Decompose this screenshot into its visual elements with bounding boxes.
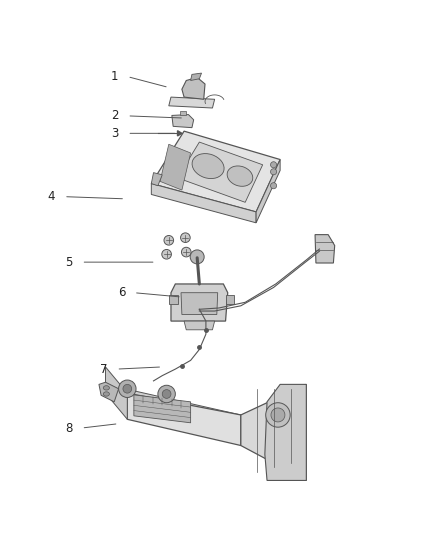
Polygon shape <box>315 235 335 263</box>
Circle shape <box>266 403 290 427</box>
Polygon shape <box>177 131 182 136</box>
Polygon shape <box>180 111 186 116</box>
Text: 4: 4 <box>48 190 55 203</box>
Text: 6: 6 <box>118 286 125 299</box>
Polygon shape <box>226 295 234 304</box>
Polygon shape <box>134 395 191 423</box>
Polygon shape <box>106 367 127 419</box>
Polygon shape <box>127 393 241 446</box>
Polygon shape <box>256 159 280 223</box>
Ellipse shape <box>227 166 253 187</box>
Ellipse shape <box>103 386 110 390</box>
Polygon shape <box>191 73 201 80</box>
Text: 8: 8 <box>65 422 73 434</box>
Circle shape <box>123 384 132 393</box>
Polygon shape <box>169 97 215 108</box>
Circle shape <box>162 249 171 259</box>
Polygon shape <box>177 142 263 203</box>
Circle shape <box>158 385 175 403</box>
Circle shape <box>180 233 190 243</box>
Circle shape <box>271 169 277 175</box>
Ellipse shape <box>103 392 110 396</box>
Polygon shape <box>169 295 177 304</box>
Text: 7: 7 <box>100 362 108 376</box>
Polygon shape <box>172 115 194 128</box>
Circle shape <box>162 390 171 398</box>
Text: 2: 2 <box>111 109 119 123</box>
Polygon shape <box>182 77 205 99</box>
Polygon shape <box>151 183 256 223</box>
Ellipse shape <box>192 154 224 179</box>
Circle shape <box>119 380 136 398</box>
Text: 3: 3 <box>111 127 119 140</box>
Polygon shape <box>151 173 162 185</box>
Circle shape <box>271 183 277 189</box>
Circle shape <box>271 408 285 422</box>
Polygon shape <box>181 293 218 314</box>
Circle shape <box>181 247 191 257</box>
Polygon shape <box>171 284 228 321</box>
Polygon shape <box>241 384 306 480</box>
Polygon shape <box>160 144 191 190</box>
Text: 1: 1 <box>111 70 119 83</box>
Circle shape <box>164 236 173 245</box>
Polygon shape <box>99 382 119 402</box>
Polygon shape <box>151 131 280 212</box>
Circle shape <box>190 250 204 264</box>
Polygon shape <box>184 321 215 330</box>
Polygon shape <box>265 384 306 480</box>
Polygon shape <box>106 384 241 424</box>
Text: 5: 5 <box>65 256 73 269</box>
Circle shape <box>271 161 277 168</box>
